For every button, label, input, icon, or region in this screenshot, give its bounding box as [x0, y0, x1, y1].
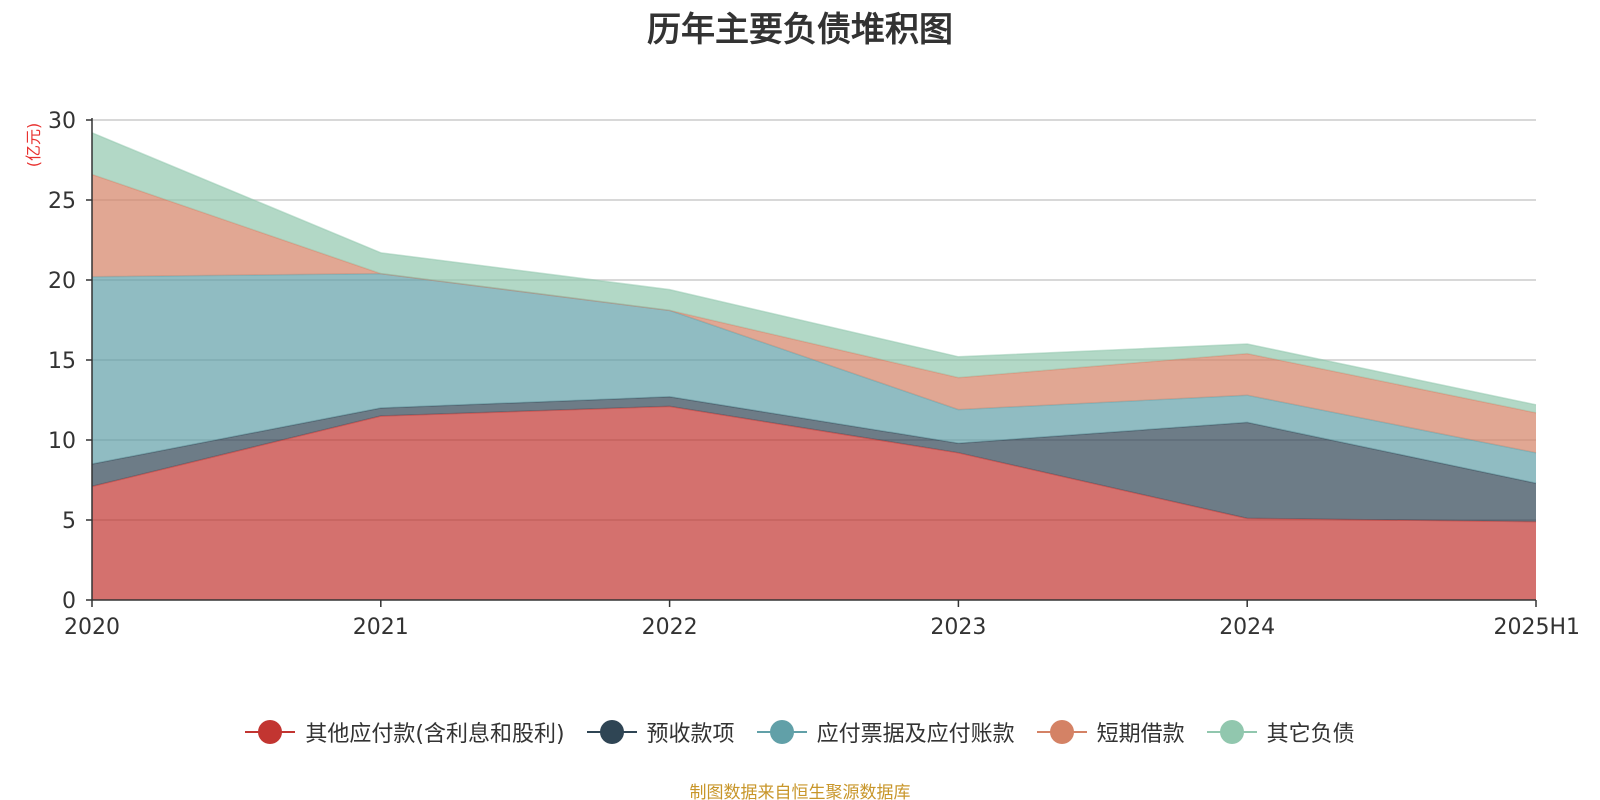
x-tick-label: 2021 [353, 615, 409, 640]
legend-marker-icon [1206, 720, 1257, 744]
legend-label: 其他应付款(含利息和股利) [305, 722, 565, 747]
area-series-3 [92, 273, 1536, 484]
legend-marker-icon [756, 720, 807, 744]
chart-title: 历年主要负债堆积图 [647, 10, 953, 50]
y-tick-label: 30 [48, 109, 76, 134]
x-tick-label: 2020 [64, 615, 120, 640]
y-tick-label: 0 [62, 589, 76, 614]
legend-item-5[interactable]: 其它负债 [1206, 716, 1355, 748]
y-tick-label: 10 [48, 429, 76, 454]
legend: 其他应付款(含利息和股利) 预收款项 应付票据及应付账款 短期借款 其它负债 [0, 716, 1600, 748]
legend-label: 应付票据及应付账款 [816, 722, 1015, 747]
area-series-4 [92, 174, 1536, 453]
x-tick-label: 2023 [930, 615, 986, 640]
data-source-footer: 制图数据来自恒生聚源数据库 [689, 783, 911, 800]
y-tick-label: 25 [48, 189, 76, 214]
legend-marker-icon [245, 720, 296, 744]
x-tick-label: 2022 [642, 615, 698, 640]
legend-item-3[interactable]: 应付票据及应付账款 [756, 716, 1015, 748]
legend-item-2[interactable]: 预收款项 [586, 716, 735, 748]
axes: 0 5 10 15 20 25 30 2020 2021 2022 2023 2024 2025H1 [48, 109, 1580, 640]
y-tick-label: 5 [62, 509, 76, 534]
area-series-1 [92, 406, 1536, 600]
legend-item-4[interactable]: 短期借款 [1036, 716, 1185, 748]
x-tick-label: 2025H1 [1493, 615, 1580, 640]
legend-marker-icon [1036, 720, 1087, 744]
legend-label: 短期借款 [1096, 722, 1185, 747]
y-tick-label: 15 [48, 349, 76, 374]
x-tick-label: 2024 [1219, 615, 1275, 640]
legend-item-1[interactable]: 其他应付款(含利息和股利) [245, 716, 565, 748]
legend-marker-icon [586, 720, 637, 744]
area-series-line-5 [91, 132, 1537, 406]
area-series-5 [92, 132, 1536, 413]
area-series-layer [91, 132, 1537, 600]
legend-label: 预收款项 [646, 722, 735, 747]
legend-label: 其它负债 [1266, 722, 1355, 747]
y-tick-label: 20 [48, 269, 76, 294]
